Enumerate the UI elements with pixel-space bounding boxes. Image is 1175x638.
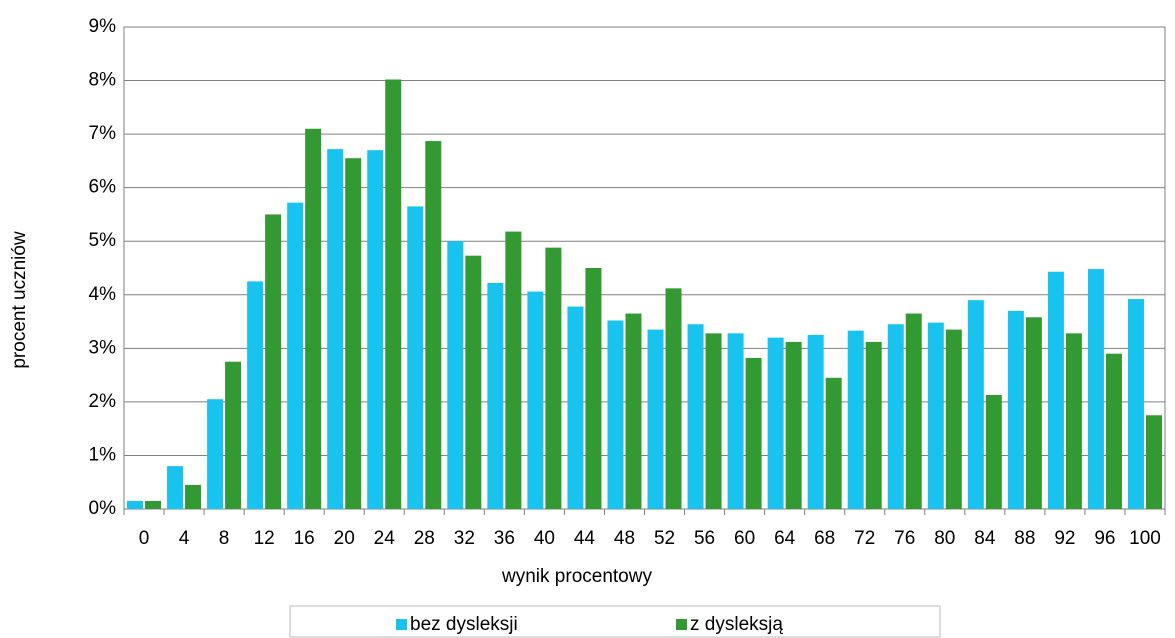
x-tick-label: 44 [574, 528, 596, 549]
bar [447, 241, 464, 509]
y-tick-label: 3% [89, 337, 117, 358]
bar [945, 329, 962, 509]
bar [865, 341, 882, 509]
bar [727, 333, 744, 509]
bar [207, 399, 224, 509]
bar [385, 79, 402, 510]
y-tick-label: 4% [89, 284, 117, 305]
bar [847, 330, 864, 509]
bar [767, 337, 784, 509]
legend-box [289, 605, 941, 638]
x-tick-label: 52 [654, 528, 675, 549]
y-tick-label: 0% [89, 498, 117, 519]
x-tick-label: 36 [494, 528, 515, 549]
bar [585, 268, 602, 509]
bar [327, 149, 344, 509]
bar [625, 313, 642, 509]
x-tick-label: 40 [534, 528, 555, 549]
bar [567, 306, 584, 509]
x-tick-label: 60 [734, 528, 755, 549]
bar [705, 333, 722, 509]
x-axis-label: wynik procentowy [501, 566, 652, 587]
y-tick-label: 6% [89, 177, 117, 198]
legend-label: z dysleksją [690, 614, 783, 635]
bar [1145, 415, 1162, 509]
bar [407, 206, 424, 509]
y-tick-label: 8% [89, 70, 117, 91]
y-tick-label: 9% [89, 16, 117, 37]
y-axis-label: procent uczniów [9, 231, 30, 369]
bar [425, 141, 442, 509]
x-tick-label: 56 [694, 528, 715, 549]
bar [607, 320, 624, 509]
bar [367, 150, 384, 509]
x-tick-label: 24 [374, 528, 396, 549]
bar [305, 128, 322, 509]
bar [1065, 333, 1082, 509]
x-tick-label: 76 [894, 528, 915, 549]
x-tick-label: 0 [139, 528, 150, 549]
x-tick-label: 72 [854, 528, 875, 549]
legend-swatch [676, 619, 687, 630]
x-tick-label: 4 [179, 528, 190, 549]
bar [745, 357, 762, 509]
legend-swatch [396, 619, 407, 630]
bar [1007, 310, 1024, 509]
bar [967, 300, 984, 509]
bar [1047, 271, 1064, 509]
bar [1025, 317, 1042, 509]
bar [527, 291, 544, 509]
bar [1087, 269, 1104, 509]
bar [887, 324, 904, 509]
x-tick-label: 64 [774, 528, 796, 549]
bar [487, 282, 504, 509]
bar [185, 484, 202, 509]
bar [145, 500, 162, 509]
bar [465, 255, 482, 509]
x-tick-label: 68 [814, 528, 835, 549]
bar [545, 247, 562, 509]
x-tick-label: 96 [1094, 528, 1115, 549]
x-tick-label: 12 [254, 528, 275, 549]
bar [687, 324, 704, 509]
y-tick-label: 5% [89, 230, 117, 251]
y-tick-label: 2% [89, 391, 117, 412]
x-tick-label: 28 [414, 528, 435, 549]
bar [825, 377, 842, 509]
legend-label: bez dysleksji [410, 614, 518, 635]
x-tick-label: 88 [1014, 528, 1035, 549]
bar [665, 288, 682, 509]
x-tick-label: 8 [219, 528, 230, 549]
x-tick-label: 16 [294, 528, 315, 549]
x-tick-label: 80 [934, 528, 955, 549]
bar [265, 214, 282, 509]
x-tick-label: 32 [454, 528, 475, 549]
bar [927, 322, 944, 509]
bar [905, 313, 922, 509]
bar [345, 158, 362, 509]
bar [1105, 353, 1122, 509]
y-tick-label: 1% [89, 444, 117, 465]
bar [505, 231, 522, 510]
bar [1127, 299, 1144, 509]
x-tick-label: 100 [1129, 528, 1161, 549]
bar [167, 466, 184, 509]
y-tick-label: 7% [89, 123, 117, 144]
bar [785, 341, 802, 509]
bar [647, 329, 664, 509]
x-tick-label: 20 [334, 528, 355, 549]
x-tick-label: 92 [1054, 528, 1075, 549]
bar [985, 394, 1002, 509]
x-tick-label: 48 [614, 528, 635, 549]
bar [807, 334, 824, 509]
bar [247, 281, 264, 509]
bar [127, 500, 144, 509]
bar [225, 361, 242, 509]
bar [287, 202, 304, 509]
x-tick-label: 84 [974, 528, 996, 549]
